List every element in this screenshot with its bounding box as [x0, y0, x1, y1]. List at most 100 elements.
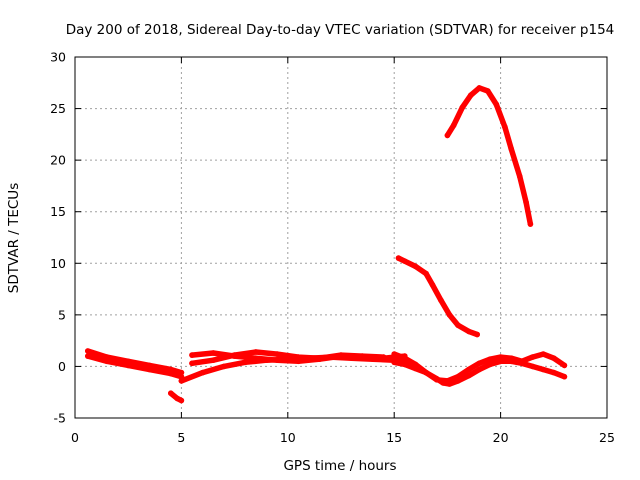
data-point [446, 312, 453, 318]
series-track-b [85, 353, 185, 380]
data-point [146, 366, 153, 373]
y-tick-label: 5 [58, 307, 66, 322]
x-tick-label: 10 [280, 430, 296, 445]
data-point [380, 354, 387, 360]
data-point [402, 355, 408, 362]
data-point [125, 362, 131, 369]
data-point [493, 101, 500, 108]
data-point [465, 366, 472, 373]
data-point [178, 378, 185, 384]
x-tick-label: 20 [493, 430, 509, 445]
data-point [523, 199, 529, 206]
data-point [85, 348, 91, 354]
data-point [178, 397, 185, 404]
y-tick-label: 25 [50, 101, 66, 116]
data-point [519, 358, 525, 365]
data-point [359, 353, 366, 359]
data-point [476, 85, 483, 91]
y-tick-label: 30 [50, 50, 66, 65]
data-point [451, 122, 457, 128]
series-track-j [444, 85, 534, 227]
data-point [274, 351, 281, 357]
series-line [189, 349, 387, 367]
x-tick-label: 25 [599, 430, 615, 445]
y-tick-label: 15 [50, 204, 66, 219]
data-point [465, 328, 472, 335]
x-tick-label: 5 [177, 430, 185, 445]
series-track-c [168, 390, 185, 404]
data-point [412, 361, 419, 368]
data-point [210, 357, 217, 364]
data-point [444, 132, 451, 139]
data-point [316, 355, 323, 362]
data-point [189, 352, 195, 358]
series-track-f [189, 349, 387, 367]
data-point [540, 366, 546, 373]
data-point [295, 354, 302, 360]
data-point [455, 322, 461, 329]
x-axis-label: GPS time / hours [283, 458, 396, 474]
data-point [338, 352, 344, 358]
data-point [391, 351, 398, 357]
data-point [231, 352, 238, 358]
data-point [434, 377, 440, 383]
data-point [438, 297, 444, 304]
data-point [459, 104, 466, 111]
data-point [529, 363, 536, 370]
data-point [474, 331, 481, 338]
data-point [487, 361, 493, 368]
y-tick-label: 20 [50, 153, 66, 168]
series-layer [85, 85, 568, 404]
data-point [497, 354, 504, 360]
data-point [551, 355, 557, 362]
x-tick-label: 0 [71, 430, 79, 445]
data-point [465, 372, 472, 379]
data-point [502, 124, 508, 130]
data-point [423, 270, 429, 277]
axis-ticks: 0 5 10 15 20 25 -5 0 5 10 15 20 25 30 [50, 50, 615, 446]
data-point [551, 369, 557, 376]
data-point [274, 357, 281, 364]
data-point [210, 350, 217, 356]
series-track-h [391, 351, 568, 384]
data-point [485, 88, 491, 94]
data-point [529, 354, 536, 360]
data-point [104, 358, 110, 365]
series-track-a [85, 348, 185, 376]
data-point [395, 255, 402, 261]
y-axis-label: SDTVAR / TECUs [6, 183, 22, 293]
data-point [253, 349, 259, 355]
series-line [395, 255, 480, 338]
y-tick-label: 10 [50, 256, 66, 271]
data-point [221, 363, 227, 370]
data-point [429, 282, 436, 288]
data-point [444, 378, 451, 384]
data-point [189, 360, 195, 367]
series-line [444, 85, 534, 227]
data-point [423, 369, 429, 376]
y-tick-label: 0 [58, 359, 66, 374]
data-point [455, 373, 461, 380]
data-point [468, 92, 474, 98]
data-point [174, 395, 180, 402]
data-point [168, 370, 174, 377]
data-point [402, 361, 408, 368]
plot-frame [74, 56, 608, 419]
series-track-i [395, 255, 481, 338]
data-point [199, 369, 206, 376]
data-point [508, 355, 514, 362]
data-point [561, 362, 568, 369]
data-point [253, 355, 259, 362]
data-point [508, 146, 514, 152]
data-point [540, 351, 546, 357]
data-point [402, 258, 408, 265]
y-tick-label: -5 [54, 411, 66, 426]
data-point [561, 373, 568, 380]
x-tick-label: 15 [386, 430, 402, 445]
data-point [391, 359, 398, 366]
data-point [487, 356, 493, 363]
data-point [412, 263, 419, 270]
chart-title: Day 200 of 2018, Sidereal Day-to-day VTE… [66, 22, 615, 38]
